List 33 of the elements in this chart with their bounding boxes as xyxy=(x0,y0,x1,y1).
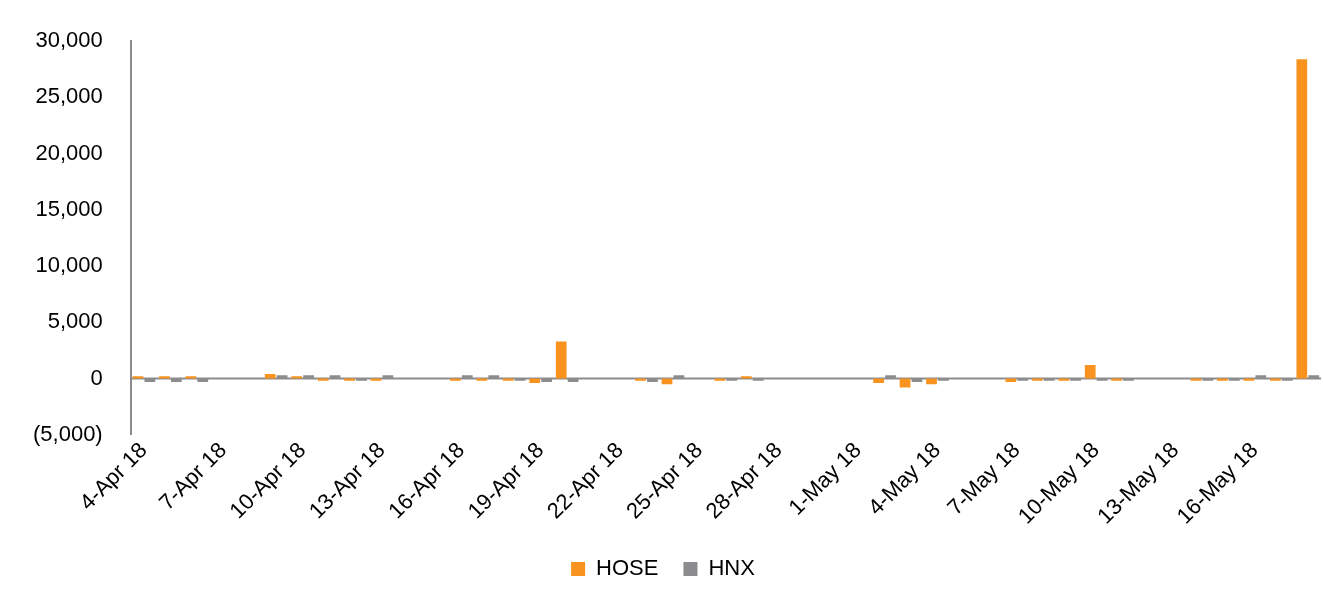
bar xyxy=(502,378,514,381)
bar xyxy=(1084,365,1096,379)
bar xyxy=(741,376,752,379)
bar xyxy=(1058,378,1070,381)
legend-label: HNX xyxy=(708,555,756,581)
bar xyxy=(264,374,276,379)
bar xyxy=(899,378,911,388)
bar xyxy=(1296,59,1308,379)
y-tick-label: 0 xyxy=(90,364,103,390)
y-tick-label: 15,000 xyxy=(35,195,103,221)
legend-label: HOSE xyxy=(596,555,659,581)
bar xyxy=(1111,378,1123,381)
y-tick-label: 25,000 xyxy=(35,83,103,109)
bar xyxy=(635,378,646,381)
bar xyxy=(1270,378,1281,381)
y-tick-label: 5,000 xyxy=(47,308,103,334)
y-tick-label: 20,000 xyxy=(35,139,103,165)
y-tick-label: 10,000 xyxy=(35,252,103,278)
bar xyxy=(555,341,567,379)
bar xyxy=(185,376,197,379)
bar xyxy=(344,378,355,381)
y-tick-label: (5,000) xyxy=(32,420,103,446)
bar xyxy=(1217,378,1228,381)
bar xyxy=(529,378,541,384)
bar xyxy=(132,376,144,379)
bar xyxy=(873,378,884,384)
bar xyxy=(291,376,303,379)
y-tick-label: 30,000 xyxy=(35,27,103,53)
bar xyxy=(926,378,937,385)
bar xyxy=(1031,378,1043,381)
bar xyxy=(450,378,461,381)
bar xyxy=(159,376,170,379)
bar xyxy=(476,378,488,381)
